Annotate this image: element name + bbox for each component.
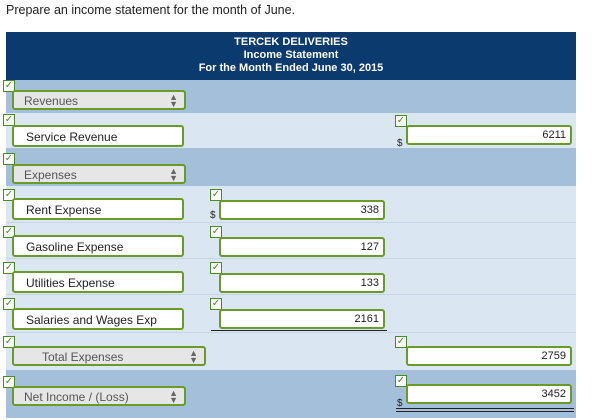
check-icon: ✓ [3,298,15,310]
company-name: TERCEK DELIVERIES [234,36,348,48]
net-income-select-label: Net Income / (Loss) [24,390,129,404]
service-revenue-amount-input[interactable]: 6211 [406,125,572,145]
check-icon: ✓ [3,153,15,165]
rent-expense-label-field[interactable]: Rent Expense [12,198,184,220]
net-income-amount-input[interactable]: 3452 [406,384,572,404]
check-icon: ✓ [3,376,15,388]
income-statement-sheet: TERCEK DELIVERIES Income Statement For t… [3,32,576,418]
total-expenses-select-label: Total Expenses [42,350,124,364]
net-income-select[interactable]: Net Income / (Loss) ▲ ▼ [12,386,186,406]
select-arrows-icon: ▲ ▼ [169,166,178,183]
statement-title: Income Statement [243,49,339,61]
total-expenses-select[interactable]: Total Expenses ▲ ▼ [12,346,206,366]
check-icon: ✓ [395,375,407,387]
select-arrows-icon: ▲ ▼ [169,388,178,405]
check-icon: ✓ [395,336,407,348]
check-icon: ✓ [395,115,407,127]
check-icon: ✓ [210,226,222,238]
check-icon: ✓ [3,114,15,126]
dollar-sign: $ [210,210,216,221]
check-icon: ✓ [3,336,15,348]
instruction-text: Prepare an income statement for the mont… [6,3,296,17]
dollar-sign: $ [397,138,403,149]
utilities-expense-label-field[interactable]: Utilities Expense [12,271,184,293]
dollar-sign: $ [397,398,403,409]
rent-expense-amount-input[interactable]: 338 [219,200,385,220]
check-icon: ✓ [210,189,222,201]
service-revenue-label-field[interactable]: Service Revenue [12,125,184,147]
select-arrows-icon: ▲ ▼ [189,348,198,365]
subtotal-underline [211,330,387,331]
revenues-select[interactable]: Revenues ▲ ▼ [12,90,186,110]
salaries-expense-amount-input[interactable]: 2161 [219,309,385,329]
gasoline-expense-amount-input[interactable]: 127 [219,237,385,257]
check-icon: ✓ [3,80,15,92]
gasoline-expense-label-field[interactable]: Gasoline Expense [12,235,184,257]
utilities-expense-amount-input[interactable]: 133 [219,273,385,293]
check-icon: ✓ [210,298,222,310]
double-underline-top [396,408,574,409]
double-underline-bottom [396,411,574,412]
statement-period: For the Month Ended June 30, 2015 [198,62,384,74]
select-arrows-icon: ▲ ▼ [169,92,178,109]
salaries-expense-label-field[interactable]: Salaries and Wages Exp [12,308,184,330]
expenses-select-label: Expenses [24,168,77,182]
check-icon: ✓ [210,262,222,274]
revenues-select-label: Revenues [24,94,79,108]
expenses-select[interactable]: Expenses ▲ ▼ [12,164,186,184]
statement-header: TERCEK DELIVERIES Income Statement For t… [6,32,576,80]
total-expenses-amount-input[interactable]: 2759 [406,346,572,366]
